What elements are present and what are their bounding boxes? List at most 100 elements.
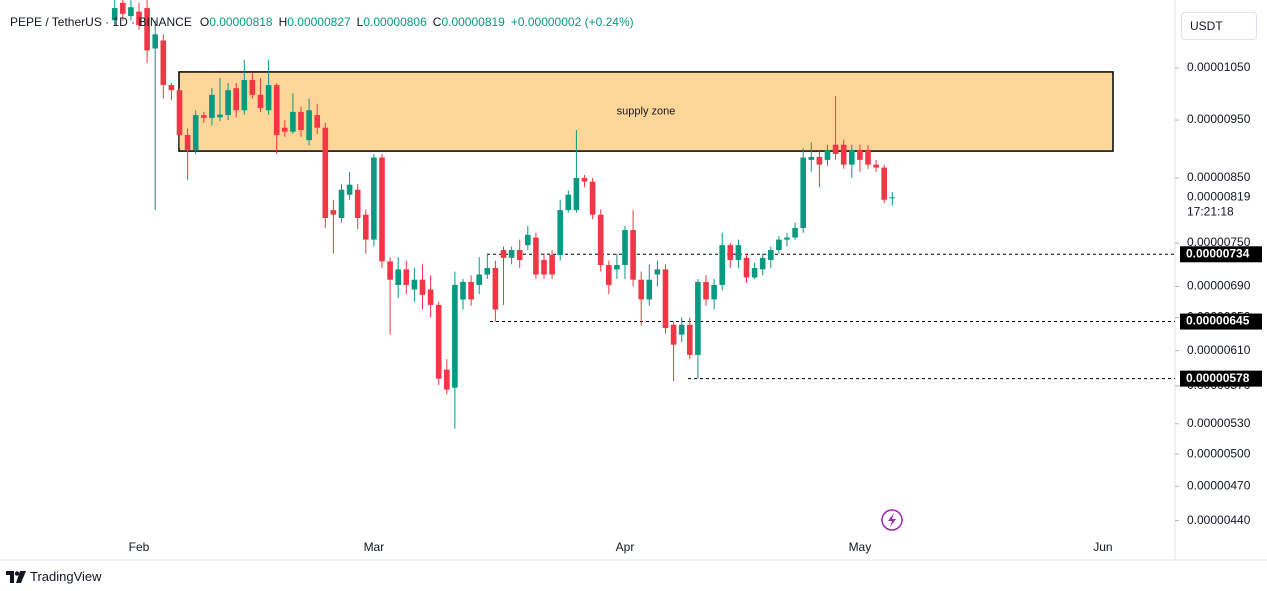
y-tick-label: 0.00000470 bbox=[1187, 478, 1251, 492]
candle-body bbox=[427, 289, 434, 305]
level-label: 0.00000734 bbox=[1186, 246, 1250, 260]
candle-body bbox=[873, 164, 879, 168]
candle-body bbox=[816, 156, 823, 165]
candle-body bbox=[265, 85, 272, 111]
candle-body bbox=[614, 265, 620, 270]
candle-body bbox=[719, 245, 725, 285]
currency-button[interactable]: USDT bbox=[1181, 12, 1257, 40]
candle-body bbox=[330, 210, 337, 215]
candle-body bbox=[573, 177, 580, 211]
x-tick-label: May bbox=[849, 540, 872, 554]
candle-body bbox=[363, 214, 369, 240]
candle-body bbox=[209, 94, 215, 118]
candle-body bbox=[273, 85, 280, 136]
candle-body bbox=[152, 34, 158, 49]
candle-body bbox=[452, 284, 458, 388]
brand-name: TradingView bbox=[30, 569, 102, 584]
y-tick-label: 0.00000440 bbox=[1187, 513, 1251, 527]
candle-body bbox=[849, 149, 855, 165]
candle-body bbox=[581, 177, 588, 182]
x-tick-label: Apr bbox=[616, 540, 635, 554]
candle-body bbox=[444, 369, 450, 390]
candle-body bbox=[492, 267, 499, 310]
ohlc-label: C bbox=[432, 15, 442, 29]
candle-body bbox=[120, 2, 126, 14]
candle-body bbox=[541, 259, 547, 275]
candle-body bbox=[832, 144, 839, 154]
candle-body bbox=[111, 8, 118, 21]
change-value: +0.00000002 (+0.24%) bbox=[510, 15, 634, 29]
y-tick-label: 0.00000530 bbox=[1187, 416, 1251, 430]
candle-body bbox=[824, 149, 831, 160]
candle-body bbox=[354, 189, 361, 218]
candle-body bbox=[533, 237, 539, 275]
candle-body bbox=[500, 250, 507, 258]
candle-body bbox=[670, 324, 677, 345]
candle-body bbox=[476, 274, 482, 285]
candle-body bbox=[282, 127, 288, 132]
candle-body bbox=[840, 144, 847, 165]
x-tick-label: Mar bbox=[364, 540, 385, 554]
candle-body bbox=[144, 8, 150, 51]
candle-body bbox=[411, 279, 418, 290]
candle-body bbox=[322, 127, 329, 218]
candle-body bbox=[857, 149, 863, 160]
candle-body bbox=[403, 269, 410, 285]
brand-logo bbox=[6, 570, 26, 583]
y-tick-label: 0.00000750 bbox=[1187, 235, 1251, 249]
candle-body bbox=[735, 245, 742, 260]
candle-body bbox=[257, 94, 264, 109]
ohlc-label: L bbox=[356, 15, 364, 29]
low-value: 0.00000806 bbox=[363, 15, 427, 29]
candle-body bbox=[241, 79, 248, 111]
candle-body bbox=[678, 324, 685, 335]
candle-body bbox=[654, 269, 661, 275]
candle-body bbox=[435, 304, 442, 379]
candle-body bbox=[622, 230, 628, 266]
x-tick-label: Jun bbox=[1093, 540, 1112, 554]
candle-body bbox=[233, 88, 239, 111]
candle-body bbox=[549, 254, 555, 275]
level-label-box bbox=[1180, 246, 1262, 263]
price-axis: 0.00001050 0.00000950 0.00000850 0.00000750… bbox=[1175, 60, 1262, 527]
candle-body bbox=[784, 237, 790, 240]
candle-body bbox=[128, 7, 134, 17]
candle-body bbox=[743, 257, 750, 278]
candle-body bbox=[525, 234, 531, 246]
last-price-label: 0.00000819 bbox=[1187, 189, 1251, 203]
candle-body bbox=[565, 194, 572, 211]
candle-body bbox=[800, 157, 806, 229]
open-value: 0.00000818 bbox=[209, 15, 273, 29]
candle-body bbox=[695, 281, 701, 355]
y-tick-label: 0.00001050 bbox=[1187, 60, 1251, 74]
candle-body bbox=[460, 281, 466, 300]
candle-body bbox=[727, 245, 734, 260]
candle-body bbox=[484, 267, 491, 275]
ohlc-label: O bbox=[199, 15, 210, 29]
candle-body bbox=[638, 279, 644, 300]
legend-header: PEPE / TetherUS · 1D · BINANCE O0.0000081… bbox=[10, 15, 640, 29]
candle-body bbox=[865, 149, 871, 165]
candle-body bbox=[508, 250, 515, 258]
candle-body bbox=[597, 214, 604, 266]
candle-body bbox=[298, 111, 304, 130]
level-label-box bbox=[1180, 313, 1262, 330]
candle-body bbox=[225, 90, 231, 116]
candle-body bbox=[468, 281, 474, 300]
candle-body bbox=[379, 157, 385, 262]
candle-body bbox=[338, 189, 345, 218]
candle-body bbox=[168, 85, 175, 91]
y-tick-label: 0.00000850 bbox=[1187, 170, 1251, 184]
level-label: 0.00000645 bbox=[1186, 314, 1250, 328]
candle-body bbox=[751, 267, 758, 278]
candle-body bbox=[314, 115, 320, 128]
candle-body bbox=[881, 167, 887, 200]
candle-body bbox=[201, 115, 207, 118]
ohlc-label: H bbox=[278, 15, 288, 29]
alert-icon[interactable] bbox=[881, 509, 903, 531]
level-label-box bbox=[1180, 370, 1262, 387]
candle-body bbox=[687, 324, 693, 355]
candle-body bbox=[589, 181, 596, 215]
